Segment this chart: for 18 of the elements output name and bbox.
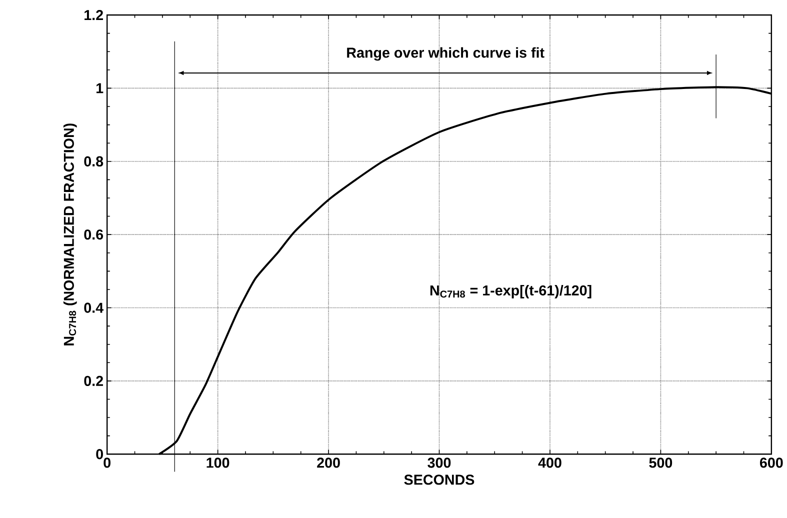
x-axis-title: SECONDS [404, 474, 474, 485]
y-tick-label: 0 [96, 448, 103, 460]
y-tick-label: 0.6 [84, 229, 104, 240]
x-tick-label: 200 [317, 458, 340, 468]
x-tick-label: 0 [104, 458, 110, 468]
y-axis-title: N$_{C7H8}$ (NORMALIZED FRACTION) [63, 123, 77, 346]
x-tick-label: 500 [649, 458, 672, 468]
y-tick-label: 0.8 [84, 156, 104, 166]
y-tick-label: 0.4 [84, 302, 104, 313]
annotation: Range over which curve is fit [347, 47, 544, 61]
annotation: N$_{C7H8}$ = 1-exp[(t-61)/120] [430, 284, 592, 298]
y-tick-label: 1.2 [84, 10, 103, 20]
y-tick-label: 1 [96, 83, 104, 94]
x-tick-label: 400 [538, 458, 562, 468]
x-tick-label: 300 [428, 458, 451, 468]
x-tick-label: 100 [206, 458, 230, 468]
x-tick-label: 600 [760, 458, 783, 468]
y-tick-label: 0.2 [84, 376, 103, 386]
